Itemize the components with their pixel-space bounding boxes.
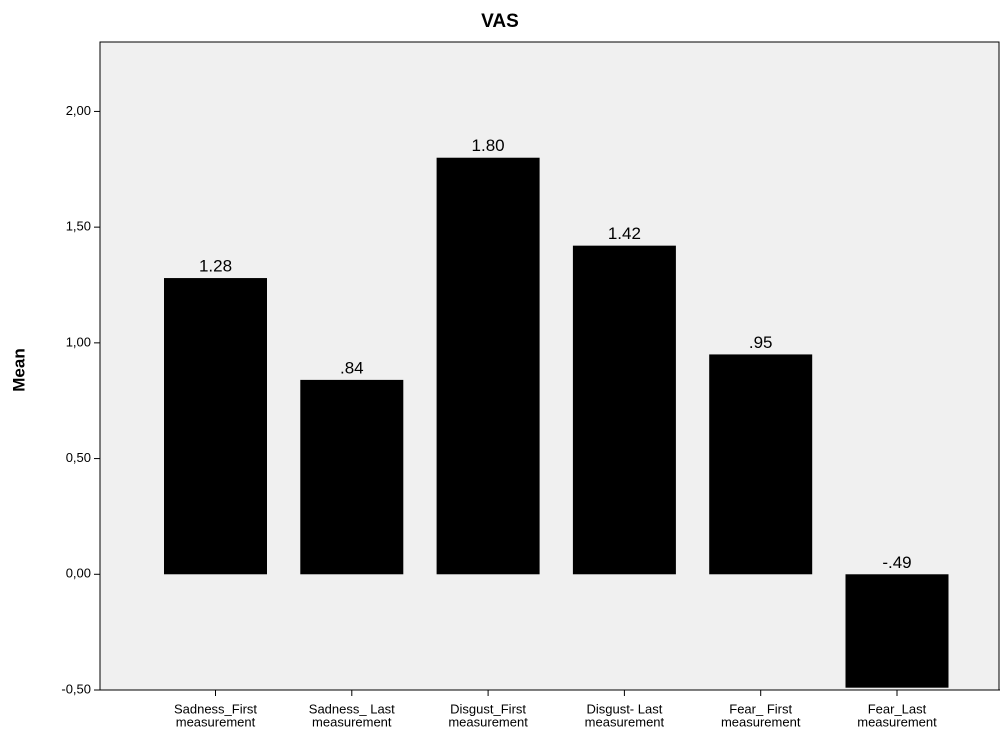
bar	[709, 354, 813, 575]
y-tick-label: -0,50	[61, 681, 91, 696]
x-tick-label: measurement	[176, 714, 256, 729]
value-label: 1.80	[472, 136, 505, 155]
bar	[845, 574, 949, 688]
x-tick-label: Fear_ First	[729, 701, 792, 716]
bar	[300, 379, 404, 575]
x-tick-label: Sadness_ Last	[309, 701, 395, 716]
bar	[164, 278, 267, 575]
bar	[572, 245, 676, 575]
x-tick-label: measurement	[312, 714, 392, 729]
y-tick-label: 0,50	[66, 450, 91, 465]
x-tick-label: Disgust_First	[450, 701, 526, 716]
value-label: .84	[340, 358, 364, 377]
y-tick-label: 0,00	[66, 566, 91, 581]
value-label: 1.28	[199, 257, 232, 276]
value-label: .95	[749, 333, 773, 352]
x-tick-label: Fear_Last	[868, 701, 927, 716]
x-tick-label: measurement	[448, 714, 528, 729]
x-tick-label: measurement	[857, 714, 937, 729]
y-tick-label: 1,50	[66, 219, 91, 234]
y-tick-label: 2,00	[66, 103, 91, 118]
x-tick-label: Disgust- Last	[586, 701, 662, 716]
chart-title: VAS	[481, 11, 519, 32]
y-tick-label: 1,00	[66, 334, 91, 349]
x-tick-label: measurement	[585, 714, 665, 729]
x-tick-label: measurement	[721, 714, 801, 729]
value-label: -.49	[882, 553, 911, 572]
bar	[436, 157, 540, 575]
value-label: 1.42	[608, 224, 641, 243]
y-axis-label: Mean	[9, 348, 28, 391]
x-tick-label: Sadness_First	[174, 701, 257, 716]
